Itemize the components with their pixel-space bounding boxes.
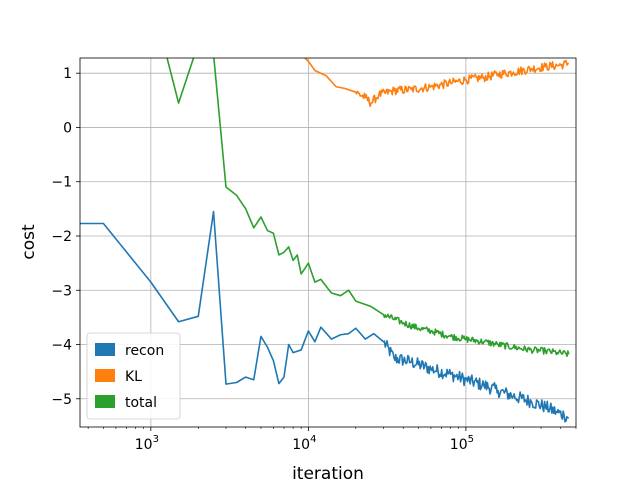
x-tick-label: 103 <box>135 434 159 453</box>
y-tick-label: −4 <box>51 338 72 354</box>
y-tick-label: 1 <box>63 66 72 82</box>
x-axis-label: iteration <box>292 464 364 480</box>
series-line-total <box>166 58 570 358</box>
y-axis-label: cost <box>19 224 39 260</box>
series-line-kl <box>304 58 570 108</box>
series-line-recon <box>80 210 569 423</box>
x-tick-label: 104 <box>292 434 316 453</box>
legend-label-recon: recon <box>125 343 164 359</box>
y-tick-label: −1 <box>51 175 72 191</box>
legend-swatch-kl <box>95 369 115 382</box>
plot-frame <box>79 57 577 428</box>
x-tick-label: 105 <box>450 434 474 453</box>
y-tick-label: −3 <box>51 283 72 299</box>
legend: recon KL total <box>86 332 181 420</box>
y-tick-label: −2 <box>51 229 72 245</box>
y-tick-label: 0 <box>63 120 72 136</box>
axis-ticks: 103 104 105 −5 −4 −3 −2 −1 0 1 <box>51 66 577 453</box>
legend-label-kl: KL <box>125 369 142 385</box>
legend-swatch-total <box>95 395 115 408</box>
y-tick-label: −5 <box>51 392 72 408</box>
legend-label-total: total <box>125 395 157 411</box>
legend-swatch-recon <box>95 343 115 356</box>
series-lines <box>80 58 570 423</box>
